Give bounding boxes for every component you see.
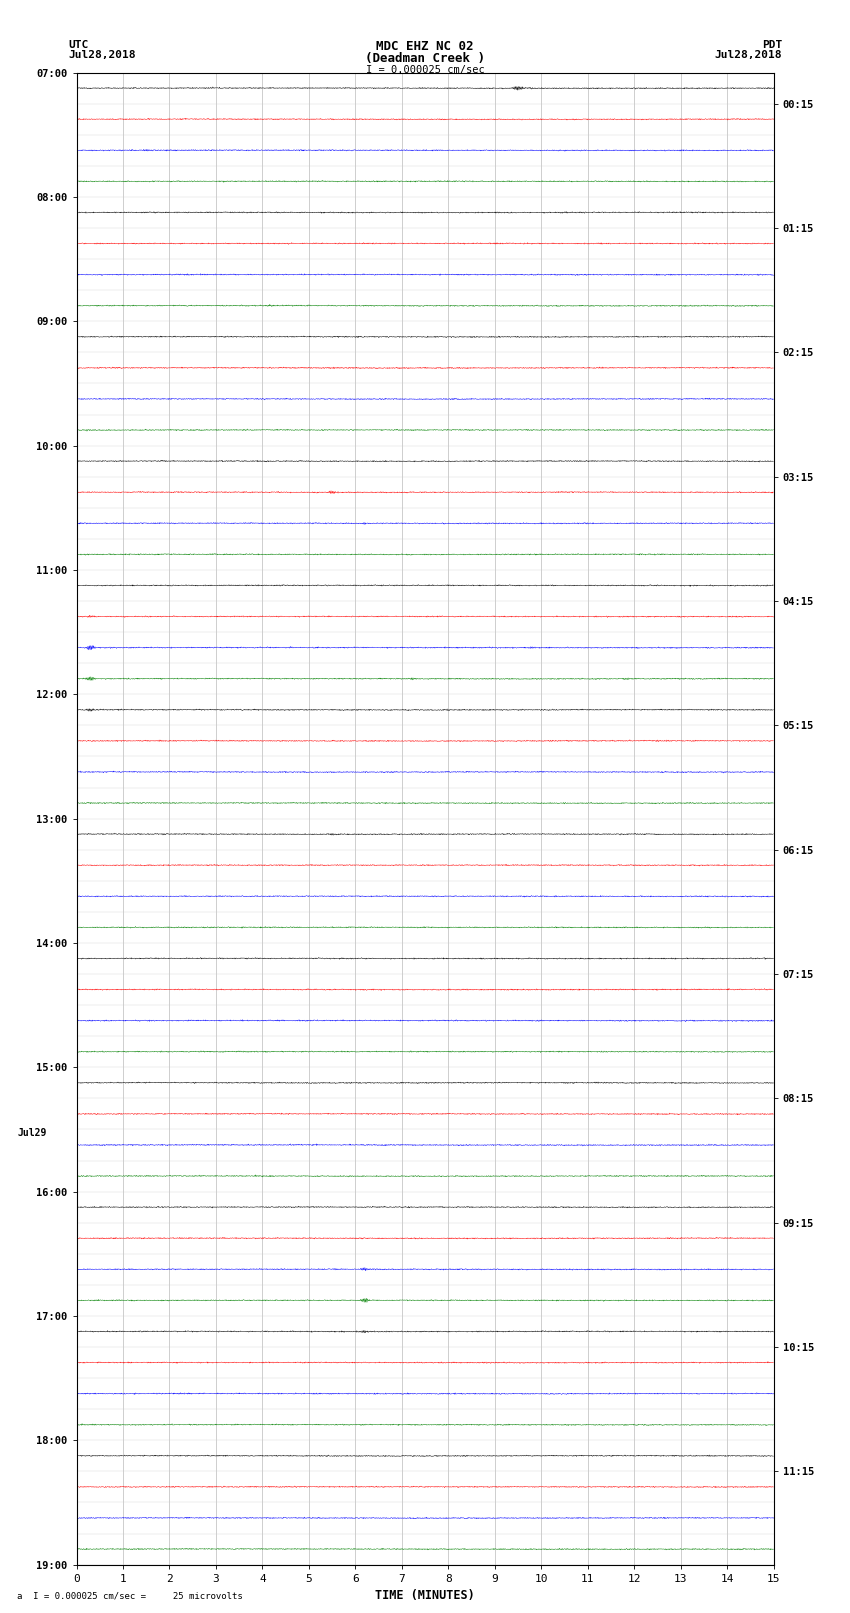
Text: I = 0.000025 cm/sec: I = 0.000025 cm/sec — [366, 65, 484, 74]
Text: PDT: PDT — [762, 40, 782, 50]
Text: Jul29: Jul29 — [17, 1127, 47, 1137]
Text: Jul28,2018: Jul28,2018 — [715, 50, 782, 60]
Text: UTC: UTC — [68, 40, 88, 50]
Text: (Deadman Creek ): (Deadman Creek ) — [365, 52, 485, 65]
Text: a  I = 0.000025 cm/sec =     25 microvolts: a I = 0.000025 cm/sec = 25 microvolts — [17, 1590, 243, 1600]
Text: Jul28,2018: Jul28,2018 — [68, 50, 135, 60]
Text: MDC EHZ NC 02: MDC EHZ NC 02 — [377, 40, 473, 53]
X-axis label: TIME (MINUTES): TIME (MINUTES) — [375, 1589, 475, 1602]
